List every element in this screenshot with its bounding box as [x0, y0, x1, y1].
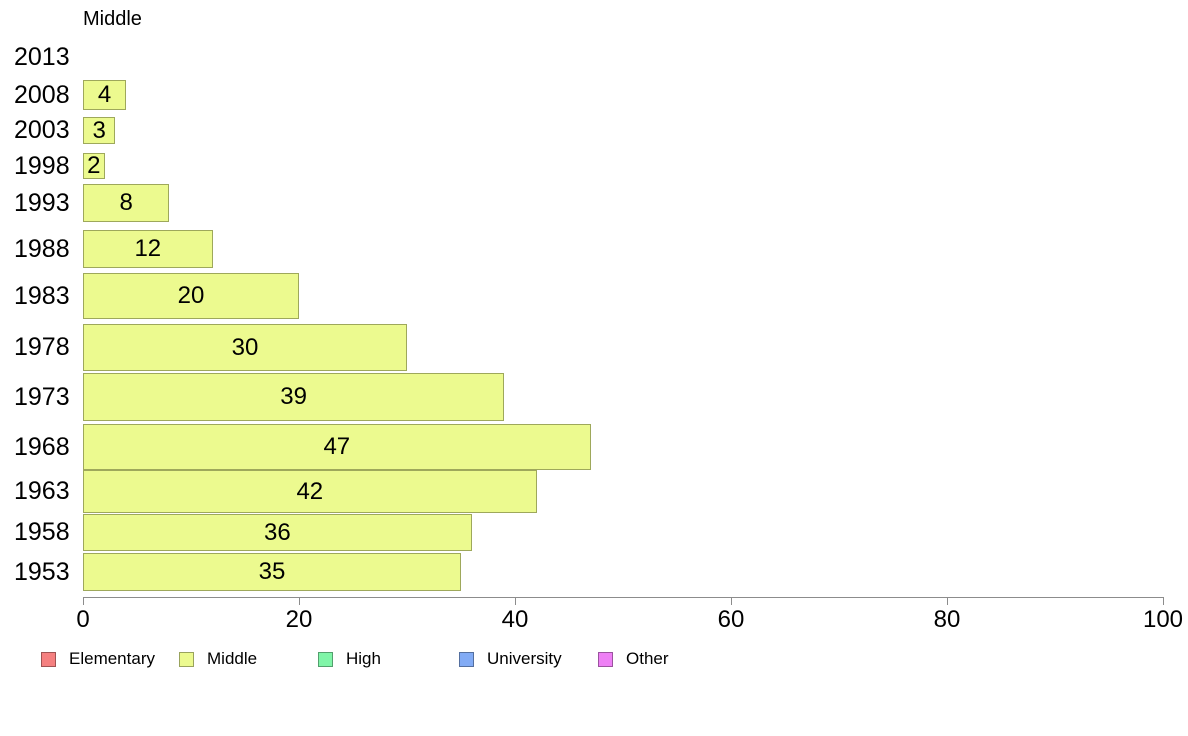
- bar-1963: 42: [83, 470, 537, 513]
- year-label-1968: 1968: [14, 432, 70, 461]
- legend-item-middle: Middle: [179, 646, 257, 672]
- year-label-1998: 1998: [14, 151, 70, 180]
- legend-swatch-high: [318, 651, 333, 667]
- x-tick-mark: [83, 597, 84, 605]
- bar-1993: 8: [83, 184, 170, 222]
- bar-value-label: 42: [296, 477, 324, 505]
- bar-value-label: 30: [231, 333, 259, 361]
- x-tick-label: 60: [717, 606, 745, 633]
- legend-item-university: University: [459, 646, 562, 672]
- legend-swatch-elementary: [41, 651, 56, 667]
- bar-value-label: 3: [92, 116, 106, 144]
- legend-item-elementary: Elementary: [41, 646, 155, 672]
- year-label-1963: 1963: [14, 477, 70, 505]
- x-tick-mark: [731, 597, 732, 605]
- legend-label: Elementary: [69, 649, 155, 668]
- legend-label: High: [346, 649, 381, 668]
- year-label-2008: 2008: [14, 80, 70, 109]
- bar-value-label: 4: [97, 81, 112, 108]
- year-label-1988: 1988: [14, 234, 70, 263]
- bar-value-label: 8: [119, 189, 133, 216]
- year-label-1973: 1973: [14, 382, 70, 411]
- bar-1998: 2: [83, 153, 105, 179]
- bar-1973: 39: [83, 373, 505, 421]
- year-label-1958: 1958: [14, 518, 70, 546]
- bar-1953: 35: [83, 553, 461, 591]
- legend-label: University: [487, 649, 562, 668]
- year-label-1983: 1983: [14, 281, 70, 310]
- legend-label: Other: [626, 649, 669, 668]
- bar-1958: 36: [83, 514, 472, 551]
- x-tick-label: 100: [1142, 606, 1184, 633]
- chart-title: Middle: [83, 8, 142, 30]
- bar-2008: 4: [83, 80, 127, 110]
- legend-item-high: High: [318, 646, 381, 672]
- bar-1968: 47: [83, 424, 591, 470]
- x-tick-mark: [515, 597, 516, 605]
- year-label-1993: 1993: [14, 188, 70, 217]
- bar-value-label: 35: [258, 558, 286, 585]
- x-tick-label: 80: [933, 606, 961, 633]
- bar-value-label: 12: [134, 235, 162, 262]
- legend-swatch-middle: [179, 651, 194, 667]
- year-label-2003: 2003: [14, 116, 70, 144]
- x-tick-mark: [1163, 597, 1164, 605]
- x-tick-mark: [947, 597, 948, 605]
- x-tick-mark: [299, 597, 300, 605]
- legend-item-other: Other: [598, 646, 669, 672]
- x-tick-label: 20: [285, 606, 313, 633]
- legend-swatch-university: [459, 651, 474, 667]
- bar-1978: 30: [83, 324, 407, 371]
- bar-value-label: 36: [264, 518, 291, 546]
- x-axis-line: [83, 597, 1163, 598]
- bar-value-label: 20: [177, 282, 205, 309]
- x-tick-label: 40: [501, 606, 529, 633]
- bar-value-label: 39: [280, 383, 307, 410]
- bar-1983: 20: [83, 273, 299, 319]
- year-label-1978: 1978: [14, 333, 70, 361]
- bar-2003: 3: [83, 116, 116, 144]
- year-label-2013: 2013: [14, 42, 70, 71]
- legend-label: Middle: [207, 649, 258, 668]
- bar-1988: 12: [83, 230, 213, 268]
- bar-value-label: 2: [87, 152, 101, 179]
- x-tick-label: 0: [76, 606, 90, 633]
- year-label-1953: 1953: [14, 557, 70, 586]
- legend-swatch-other: [598, 651, 613, 667]
- bar-value-label: 47: [323, 433, 351, 460]
